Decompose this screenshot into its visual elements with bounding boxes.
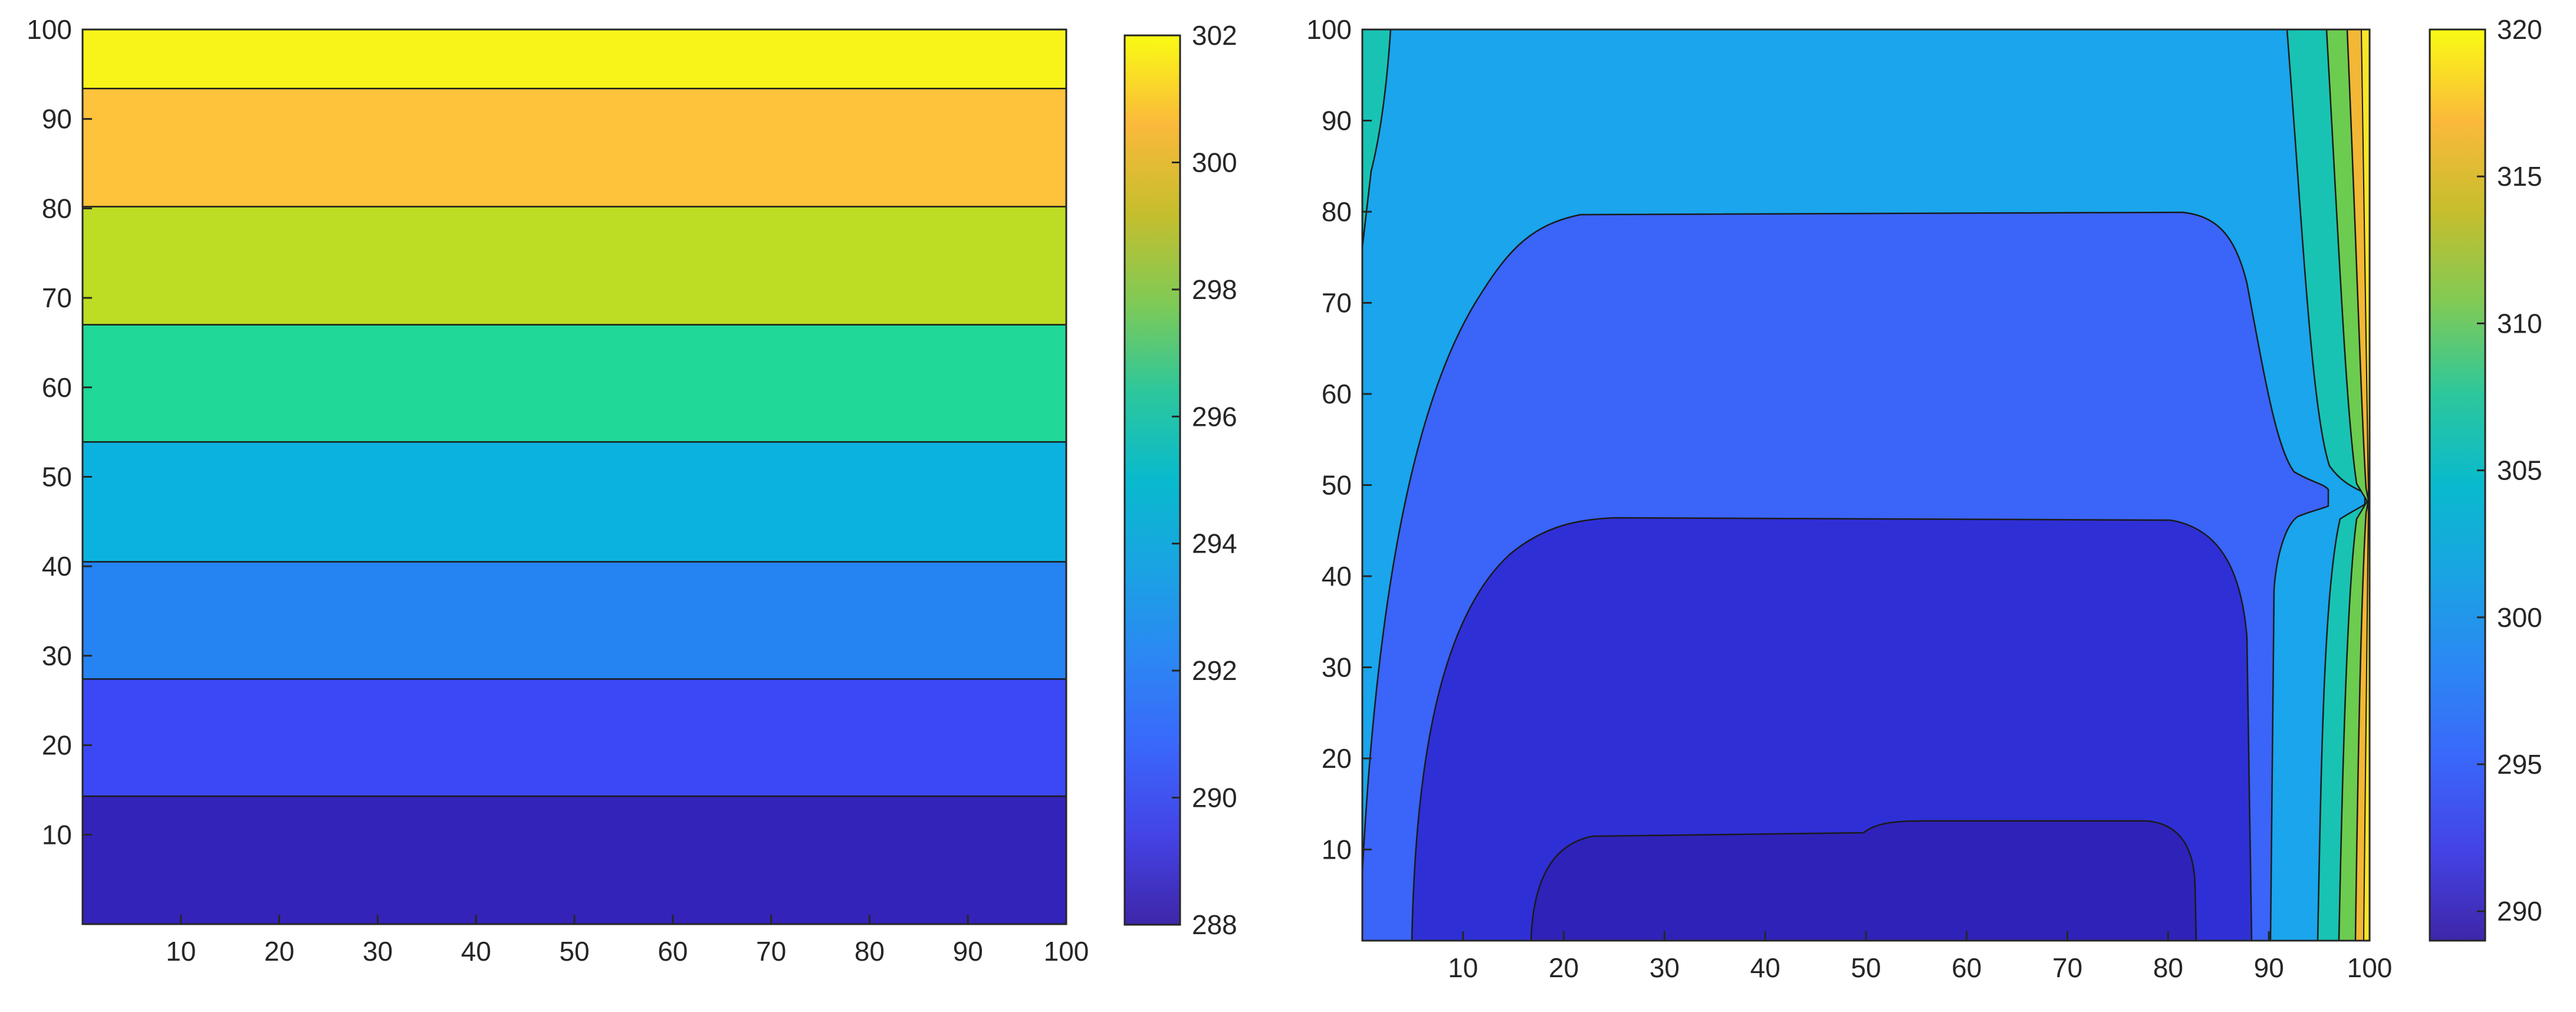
right-colorbar-tick-label: 290 — [2497, 896, 2542, 926]
left-colorbar-tick-label: 302 — [1192, 20, 1237, 51]
right-colorbar-tick-label: 315 — [2497, 161, 2542, 192]
left-contour-bands — [83, 29, 1066, 924]
right-region-bottom-pool — [1530, 820, 2197, 941]
right-y-tick-label: 20 — [1322, 743, 1352, 774]
right-x-tick-label: 80 — [2153, 952, 2183, 983]
right-x-tick-label: 60 — [1951, 952, 1982, 983]
left-y-tick-label: 70 — [42, 282, 72, 313]
left-colorbar: 288 290 292 294 296 298 300 302 — [1123, 20, 1237, 940]
left-colorbar-ticks: 288 290 292 294 296 298 300 302 — [1172, 20, 1237, 940]
left-x-tick-label: 100 — [1044, 936, 1089, 967]
left-contour-band-300 — [83, 88, 1066, 207]
left-contour-band-298 — [83, 206, 1066, 325]
left-x-tick-label: 40 — [461, 936, 491, 967]
left-colorbar-tick-label: 290 — [1192, 783, 1237, 813]
left-y-tick-label: 20 — [42, 730, 72, 761]
left-contour-plot: 10 20 30 40 50 60 70 80 90 100 10 20 30 40 50 60 70 80 90… — [27, 14, 1089, 967]
right-region-boundary-4 — [2360, 29, 2370, 941]
left-colorbar-tick-label: 292 — [1192, 655, 1237, 686]
right-colorbar-tick-label: 300 — [2497, 602, 2542, 633]
right-x-tick-label: 90 — [2254, 952, 2284, 983]
right-y-tick-label: 50 — [1322, 470, 1352, 501]
right-colorbar-ticks: 290 295 300 305 310 315 320 — [2477, 14, 2542, 926]
right-y-tick-label: 40 — [1322, 561, 1352, 592]
right-x-tick-label: 70 — [2052, 952, 2082, 983]
right-colorbar-tick-label: 305 — [2497, 455, 2542, 486]
right-y-tick-label: 30 — [1322, 652, 1352, 683]
left-y-tick-label: 100 — [27, 14, 72, 45]
right-y-tick-label: 70 — [1322, 288, 1352, 318]
left-x-tick-label: 30 — [363, 936, 393, 967]
left-colorbar-tick-label: 296 — [1192, 401, 1237, 432]
right-y-tick-label: 60 — [1322, 379, 1352, 409]
right-y-tick-label: 100 — [1306, 14, 1352, 45]
right-y-tick-label: 80 — [1322, 196, 1352, 227]
left-y-tick-label: 60 — [42, 372, 72, 403]
left-y-tick-label: 90 — [42, 104, 72, 134]
left-x-ticks: 10 20 30 40 50 60 70 80 90 100 — [166, 915, 1089, 967]
right-y-ticks: 10 20 30 40 50 60 70 80 90 100 — [1306, 14, 1372, 865]
left-colorbar-tick-label: 294 — [1192, 528, 1237, 559]
right-colorbar-tick-label: 295 — [2497, 749, 2542, 780]
left-contour-band-290 — [83, 679, 1066, 797]
right-x-tick-label: 30 — [1650, 952, 1680, 983]
left-x-tick-label: 20 — [264, 936, 294, 967]
left-y-tick-label: 80 — [42, 193, 72, 224]
right-x-tick-label: 20 — [1549, 952, 1579, 983]
left-y-tick-label: 40 — [42, 551, 72, 581]
left-x-tick-label: 50 — [559, 936, 589, 967]
left-y-tick-label: 10 — [42, 819, 72, 850]
left-x-tick-label: 80 — [855, 936, 885, 967]
right-x-tick-label: 10 — [1448, 952, 1478, 983]
left-x-tick-label: 70 — [756, 936, 786, 967]
right-y-tick-label: 90 — [1322, 106, 1352, 136]
right-y-tick-label: 10 — [1322, 834, 1352, 865]
left-y-ticks: 10 20 30 40 50 60 70 80 90 100 — [27, 14, 92, 850]
right-x-ticks: 10 20 30 40 50 60 70 80 90 100 — [1448, 931, 2392, 983]
right-contour-plot: 10 20 30 40 50 60 70 80 90 100 10 20 30 40 50 60 70 80 90… — [1306, 14, 2392, 983]
right-colorbar-fill — [2429, 28, 2486, 942]
right-colorbar-tick-label: 310 — [2497, 308, 2542, 339]
left-colorbar-fill — [1123, 34, 1181, 926]
left-colorbar-tick-label: 288 — [1192, 909, 1237, 940]
right-x-tick-label: 50 — [1851, 952, 1881, 983]
right-contour-regions — [1362, 29, 2370, 941]
left-contour-band-294 — [83, 442, 1066, 562]
left-contour-band-296 — [83, 324, 1066, 442]
right-x-tick-label: 40 — [1750, 952, 1780, 983]
right-x-tick-label: 100 — [2347, 952, 2393, 983]
left-contour-band-292 — [83, 561, 1066, 679]
left-x-tick-label: 10 — [166, 936, 196, 967]
left-contour-band-302 — [83, 29, 1066, 89]
right-colorbar-tick-label: 320 — [2497, 14, 2542, 45]
left-contour-band-288 — [83, 796, 1066, 924]
left-y-tick-label: 50 — [42, 462, 72, 492]
left-x-tick-label: 60 — [658, 936, 688, 967]
left-colorbar-tick-label: 298 — [1192, 274, 1237, 305]
left-x-tick-label: 90 — [953, 936, 983, 967]
right-colorbar: 290 295 300 305 310 315 320 — [2429, 14, 2542, 942]
right-region-boundary-3 — [2346, 29, 2370, 941]
left-colorbar-tick-label: 300 — [1192, 147, 1237, 178]
right-region-left-edge — [1362, 29, 1392, 248]
left-y-tick-label: 30 — [42, 640, 72, 671]
